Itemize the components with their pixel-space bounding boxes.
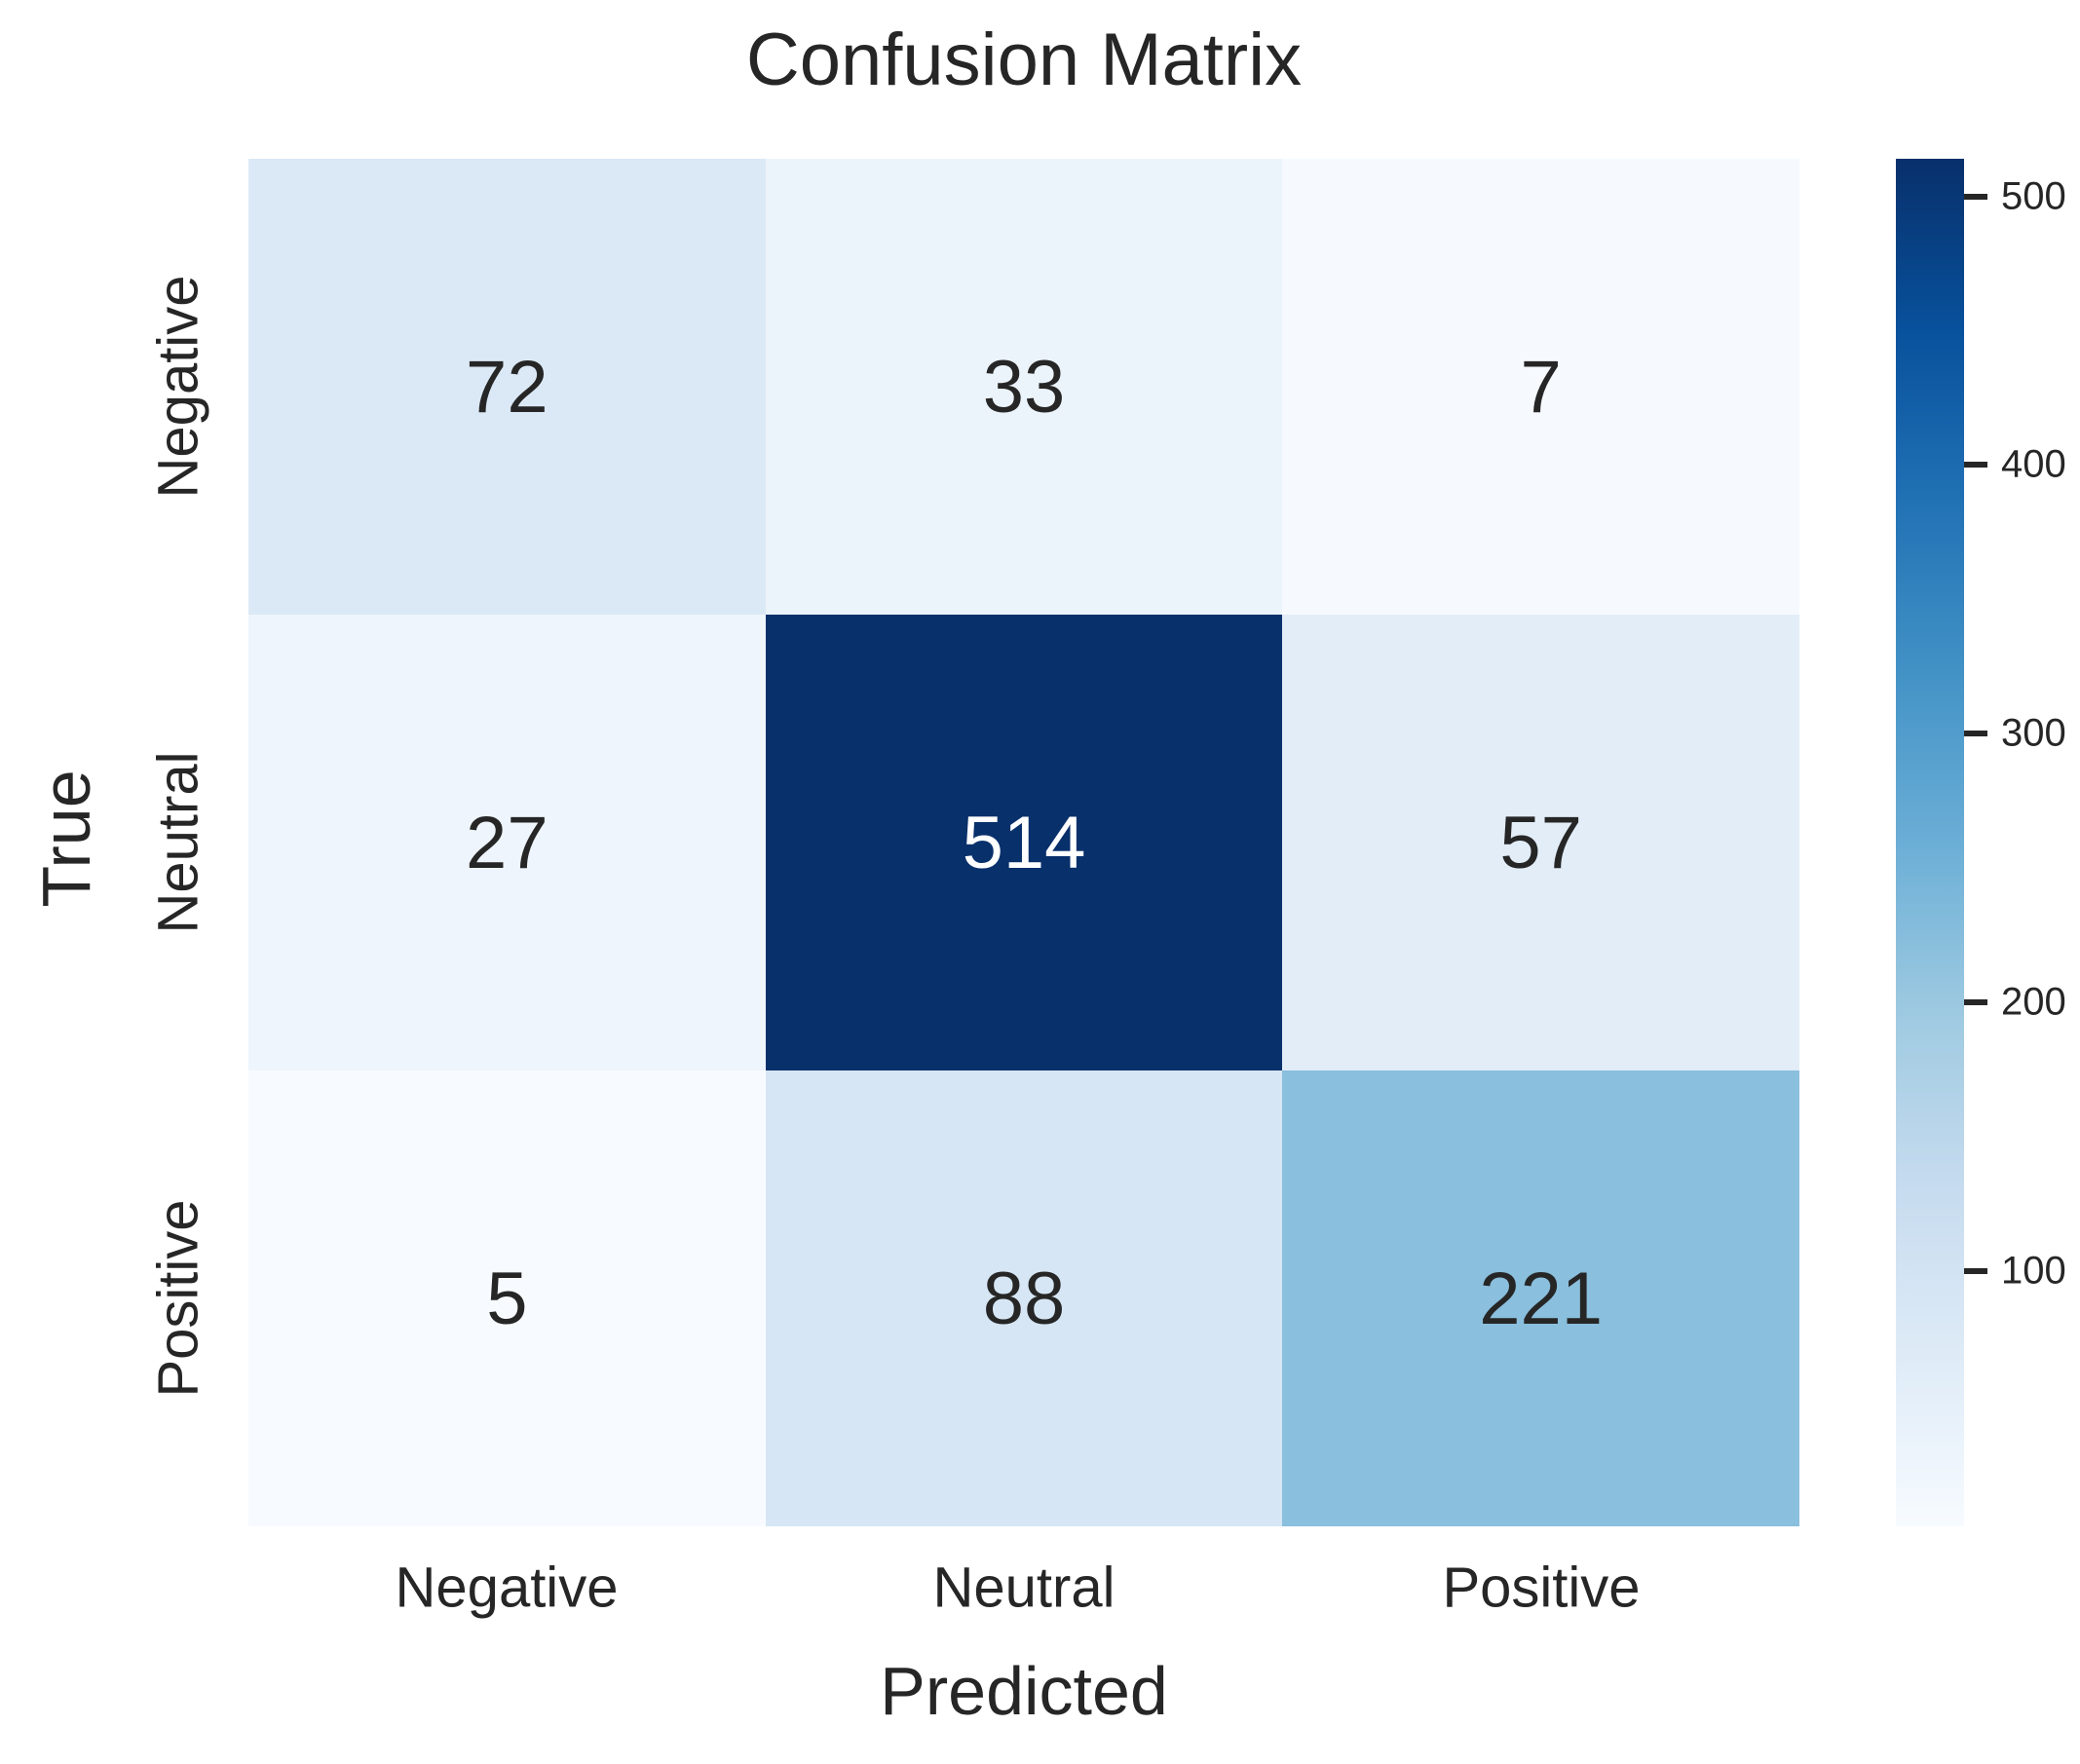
colorbar-tick-label: 100 bbox=[2001, 1249, 2066, 1293]
y-tick-negative: Negative bbox=[146, 275, 210, 499]
heatmap-cell-r1c1: 514 bbox=[765, 615, 1283, 1070]
heatmap-cell-r1c2: 57 bbox=[1282, 615, 1799, 1070]
x-tick-negative: Negative bbox=[395, 1556, 619, 1620]
heatmap-cell-r0c2: 7 bbox=[1282, 159, 1799, 615]
colorbar bbox=[1896, 159, 1964, 1526]
colorbar-tick-label: 200 bbox=[2001, 980, 2066, 1024]
colorbar-tick bbox=[1964, 193, 1987, 200]
heatmap-cell-r2c0: 5 bbox=[248, 1070, 766, 1526]
x-tick-positive: Positive bbox=[1442, 1556, 1641, 1620]
heatmap-cell-r2c2: 221 bbox=[1282, 1070, 1799, 1526]
colorbar-tick-label: 500 bbox=[2001, 174, 2066, 218]
colorbar-tick-label: 300 bbox=[2001, 711, 2066, 755]
heatmap-cell-r0c0: 72 bbox=[248, 159, 766, 615]
x-tick-neutral: Neutral bbox=[932, 1556, 1116, 1620]
colorbar-tick bbox=[1964, 462, 1987, 469]
heatmap-cell-r2c1: 88 bbox=[765, 1070, 1283, 1526]
chart-title: Confusion Matrix bbox=[745, 19, 1303, 101]
colorbar-tick bbox=[1964, 999, 1987, 1006]
heatmap-cell-r0c1: 33 bbox=[765, 159, 1283, 615]
colorbar-tick bbox=[1964, 1267, 1987, 1274]
heatmap-cell-r1c0: 27 bbox=[248, 615, 766, 1070]
y-tick-neutral: Neutral bbox=[146, 751, 210, 934]
y-tick-positive: Positive bbox=[146, 1199, 210, 1398]
colorbar-tick bbox=[1964, 731, 1987, 737]
heatmap-grid: 72 33 7 27 514 57 5 88 221 bbox=[248, 159, 1799, 1526]
x-axis-label: Predicted bbox=[880, 1653, 1168, 1729]
y-axis-label: True bbox=[28, 769, 104, 908]
colorbar-tick-label: 400 bbox=[2001, 442, 2066, 486]
